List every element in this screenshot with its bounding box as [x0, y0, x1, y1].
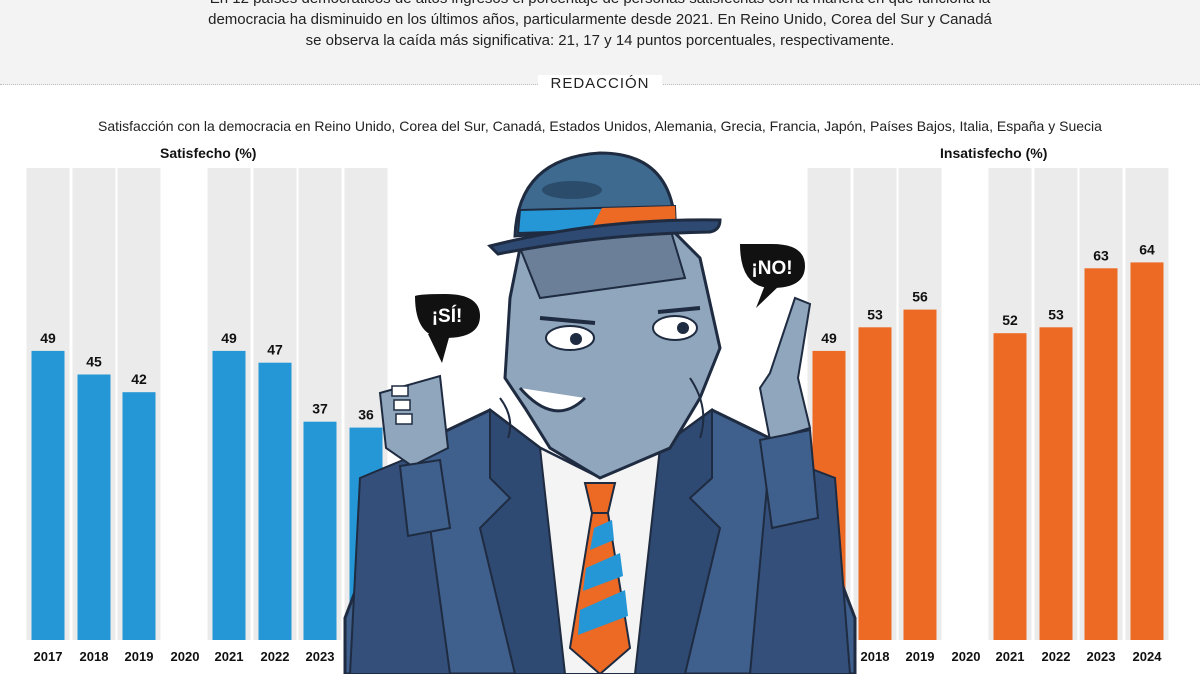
- satisfied-year-label-2020: 2020: [171, 649, 200, 664]
- speech-bubble-no: [740, 244, 805, 308]
- satisfied-year-label-2019: 2019: [125, 649, 154, 664]
- lapels: [478, 407, 722, 674]
- satisfied-value-label-2018: 45: [86, 354, 102, 370]
- satisfied-value-label-2023: 37: [312, 401, 328, 417]
- left-hand-fist: [378, 374, 452, 538]
- satisfied-bar-2018: [77, 374, 111, 640]
- dissatisfied-bar-2022: [1039, 327, 1073, 640]
- dissatisfied-bar-2021: [993, 333, 1027, 640]
- dissatisfied-value-label-2017: 49: [821, 330, 837, 346]
- left-panel-title: Satisfecho (%): [160, 145, 257, 161]
- satisfied-year-label-2018: 2018: [80, 649, 109, 664]
- dissatisfied-year-label-2024: 2024: [1133, 649, 1163, 664]
- satisfied-year-label-2023: 2023: [306, 649, 335, 664]
- satisfied-value-label-2022: 47: [267, 342, 283, 358]
- dissatisfied-value-label-2019: 56: [912, 289, 928, 305]
- satisfied-year-label-2022: 2022: [261, 649, 290, 664]
- dissatisfied-value-label-2021: 52: [1002, 312, 1018, 328]
- dissatisfied-year-label-2021: 2021: [996, 649, 1025, 664]
- dissatisfied-value-label-2023: 63: [1093, 247, 1109, 263]
- dissatisfied-bar-2023: [1084, 268, 1118, 640]
- dissatisfied-year-label-2018: 2018: [861, 649, 890, 664]
- author-line: REDACCIÓN: [0, 75, 1200, 93]
- bowler-hat: [487, 151, 722, 256]
- dissatisfied-value-label-2018: 53: [867, 306, 883, 322]
- satisfied-bar-2022: [258, 362, 292, 640]
- satisfied-value-label-2019: 42: [131, 371, 147, 387]
- intro-text: En 12 países democráticos de altos ingre…: [208, 0, 992, 49]
- speech-bubble-si: [415, 294, 480, 363]
- dissatisfied-bar-2018: [858, 327, 892, 640]
- intro-block: En 12 países democráticos de altos ingre…: [0, 0, 1200, 85]
- dissatisfied-year-label-2022: 2022: [1042, 649, 1071, 664]
- author-name: REDACCIÓN: [538, 75, 662, 92]
- dissatisfied-bar-2019: [903, 309, 937, 640]
- bubble-si-text: ¡SÍ!: [432, 305, 463, 327]
- dissatisfied-value-label-2022: 53: [1048, 306, 1064, 322]
- satisfied-value-label-2021: 49: [221, 330, 237, 346]
- dissatisfied-value-label-2024: 64: [1139, 241, 1155, 257]
- dissatisfied-year-label-2020: 2020: [952, 649, 981, 664]
- head: [499, 226, 722, 480]
- businessman-illustration: ¡SÍ! ¡NO!: [343, 151, 857, 674]
- dissatisfied-year-label-2023: 2023: [1087, 649, 1116, 664]
- satisfied-year-label-2017: 2017: [34, 649, 63, 664]
- striped-tie: [568, 482, 632, 674]
- chart-subtitle: Satisfacción con la democracia en Reino …: [98, 118, 1102, 134]
- right-hand-pointing: [758, 296, 820, 530]
- satisfied-bar-2017: [31, 350, 65, 640]
- dissatisfied-bar-2024: [1130, 262, 1164, 640]
- right-panel-title: Insatisfecho (%): [940, 145, 1048, 161]
- satisfied-value-label-2024: 36: [358, 407, 374, 423]
- satisfied-bar-2023: [303, 421, 337, 640]
- satisfied-year-label-2021: 2021: [215, 649, 244, 664]
- dissatisfied-year-label-2019: 2019: [906, 649, 935, 664]
- satisfied-bar-2021: [212, 350, 246, 640]
- satisfied-bar-2019: [122, 392, 156, 640]
- satisfied-value-label-2017: 49: [40, 330, 56, 346]
- bubble-no-text: ¡NO!: [751, 258, 792, 279]
